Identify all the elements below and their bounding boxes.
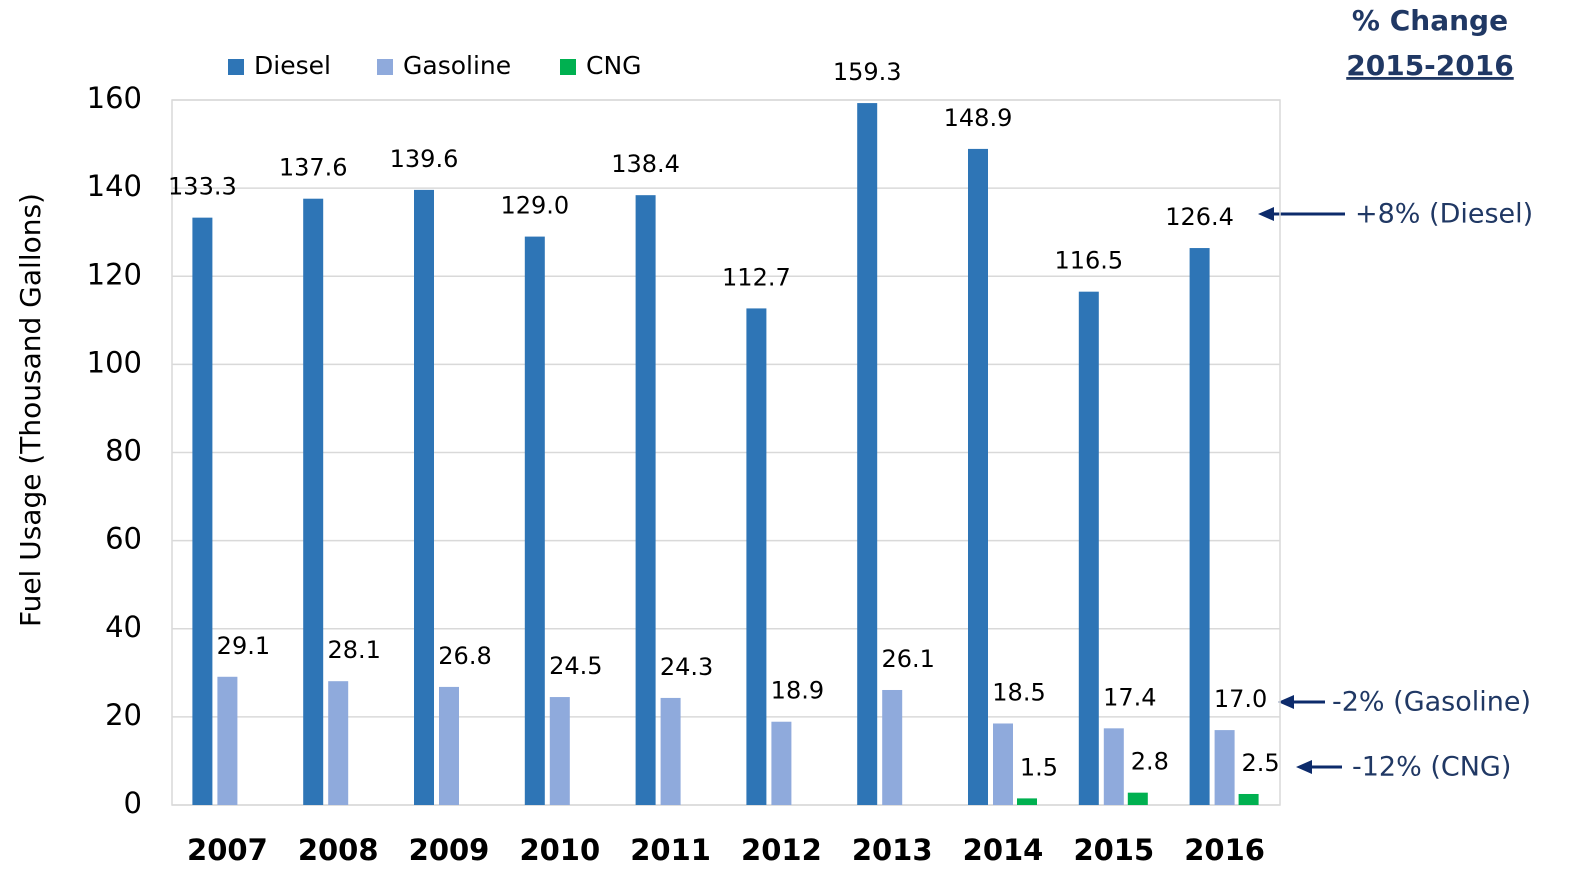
x-tick-label: 2008 bbox=[298, 833, 379, 867]
legend-swatch bbox=[377, 59, 393, 75]
bar bbox=[328, 681, 349, 805]
bar bbox=[414, 189, 434, 805]
x-tick-label: 2013 bbox=[852, 833, 933, 867]
data-label: 29.1 bbox=[217, 632, 270, 660]
data-label: 137.6 bbox=[279, 154, 348, 182]
bar bbox=[549, 697, 570, 805]
data-label: 129.0 bbox=[500, 192, 569, 220]
bar bbox=[303, 198, 324, 805]
arrowhead bbox=[1296, 760, 1312, 774]
bar bbox=[1078, 291, 1099, 805]
bar bbox=[1214, 730, 1235, 805]
data-label: 17.4 bbox=[1103, 683, 1156, 711]
data-label: 17.0 bbox=[1214, 685, 1267, 713]
bar bbox=[882, 689, 903, 805]
bar bbox=[746, 308, 767, 805]
data-label: 24.5 bbox=[549, 652, 602, 680]
bar bbox=[217, 676, 238, 805]
bar bbox=[1127, 792, 1148, 805]
bar bbox=[1017, 798, 1037, 805]
data-label: 148.9 bbox=[944, 104, 1013, 132]
data-label: 18.5 bbox=[992, 678, 1045, 706]
change-heading: % Change bbox=[1352, 4, 1508, 37]
plot-border bbox=[171, 99, 1281, 806]
bar bbox=[771, 721, 792, 805]
annotation: -2% (Gasoline) bbox=[1332, 687, 1531, 718]
legend-swatch bbox=[560, 59, 576, 75]
y-tick-label: 140 bbox=[87, 169, 142, 203]
y-tick-label: 120 bbox=[87, 257, 142, 291]
data-label: 28.1 bbox=[327, 636, 380, 664]
y-tick-label: 60 bbox=[105, 522, 142, 556]
data-label: 139.6 bbox=[390, 145, 459, 173]
x-tick-label: 2016 bbox=[1184, 833, 1265, 867]
bar bbox=[524, 236, 545, 805]
x-tick-label: 2010 bbox=[519, 833, 600, 867]
bar bbox=[192, 217, 213, 806]
y-tick-label: 80 bbox=[105, 434, 142, 468]
arrowhead bbox=[1258, 207, 1274, 221]
legend-swatch bbox=[228, 59, 244, 75]
arrows bbox=[1258, 207, 1345, 774]
annotation: -12% (CNG) bbox=[1352, 752, 1511, 783]
legend-label: CNG bbox=[586, 51, 642, 80]
data-label: 116.5 bbox=[1054, 247, 1123, 275]
data-label: 133.3 bbox=[168, 173, 237, 201]
change-heading: 2015-2016 bbox=[1346, 49, 1513, 82]
data-label: 26.1 bbox=[881, 645, 934, 673]
data-label: 18.9 bbox=[771, 677, 824, 705]
data-label: 2.5 bbox=[1242, 749, 1280, 777]
bar bbox=[660, 697, 681, 805]
data-label: 24.3 bbox=[660, 653, 713, 681]
data-label: 26.8 bbox=[438, 642, 491, 670]
annotation: +8% (Diesel) bbox=[1355, 199, 1533, 230]
y-tick-label: 40 bbox=[105, 610, 142, 644]
bar bbox=[857, 103, 878, 806]
y-tick-label: 100 bbox=[87, 345, 142, 379]
bar bbox=[993, 723, 1013, 805]
bar bbox=[635, 195, 656, 806]
bar bbox=[968, 148, 988, 806]
y-tick-label: 0 bbox=[124, 786, 142, 820]
x-tick-label: 2015 bbox=[1073, 833, 1154, 867]
bar bbox=[439, 686, 459, 805]
y-axis-label: Fuel Usage (Thousand Gallons) bbox=[14, 193, 47, 627]
y-tick-label: 20 bbox=[105, 698, 142, 732]
x-tick-label: 2012 bbox=[741, 833, 822, 867]
x-tick-label: 2014 bbox=[963, 833, 1044, 867]
x-tick-label: 2007 bbox=[187, 833, 268, 867]
data-label: 138.4 bbox=[611, 150, 680, 178]
data-label: 159.3 bbox=[833, 58, 902, 86]
legend-label: Diesel bbox=[254, 51, 331, 80]
bar bbox=[1238, 793, 1259, 805]
data-label: 126.4 bbox=[1165, 203, 1234, 231]
x-tick-label: 2011 bbox=[630, 833, 711, 867]
x-tick-label: 2009 bbox=[409, 833, 490, 867]
y-tick-label: 160 bbox=[87, 81, 142, 115]
legend-label: Gasoline bbox=[403, 51, 511, 80]
data-label: 1.5 bbox=[1020, 753, 1058, 781]
bar bbox=[1189, 248, 1210, 806]
arrowhead bbox=[1278, 695, 1294, 709]
data-label: 2.8 bbox=[1131, 748, 1169, 776]
bar bbox=[1103, 728, 1124, 805]
data-label: 112.7 bbox=[722, 263, 791, 291]
